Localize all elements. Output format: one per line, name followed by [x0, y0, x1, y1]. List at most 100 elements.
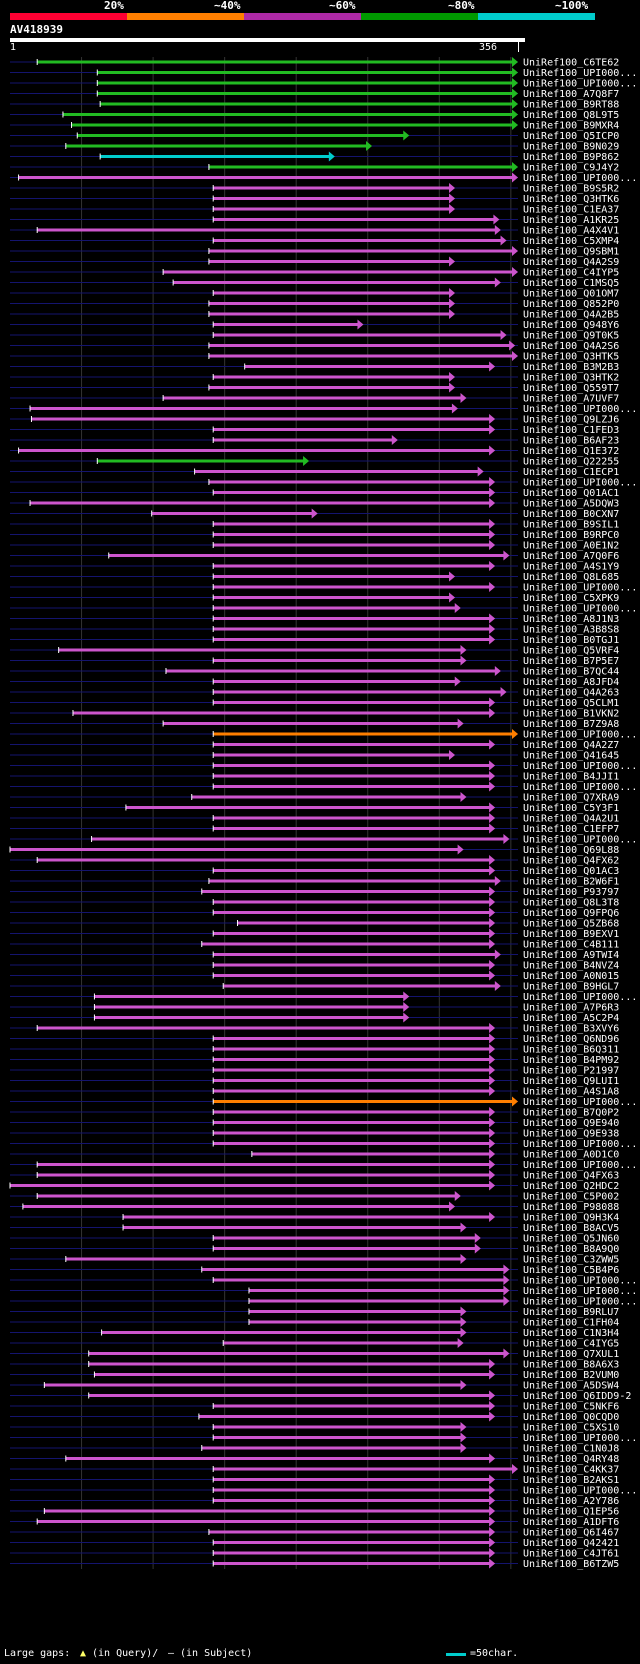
hit-label: UniRef100_Q5CLM1 — [523, 698, 619, 709]
hit-end-triangle — [460, 1443, 467, 1453]
hit-end-triangle — [460, 792, 467, 802]
hit-label: UniRef100_UPI000... — [523, 68, 637, 79]
hit-label: UniRef100_UPI000... — [523, 1276, 637, 1287]
hit-label: UniRef100_C4KK37 — [523, 1465, 619, 1476]
hit-bar — [213, 564, 491, 568]
hit-bar — [213, 207, 451, 211]
hit-end-triangle — [493, 214, 500, 225]
hit-label: UniRef100_B9N029 — [523, 142, 619, 153]
hit-label: UniRef100_Q4RY48 — [523, 1454, 619, 1465]
hit-label: UniRef100_Q9LZJ6 — [523, 415, 619, 426]
hit-bar — [37, 60, 514, 64]
hit-end-triangle — [489, 361, 496, 372]
hit-bar — [213, 690, 502, 694]
large-gaps-label: Large gaps: — [4, 1648, 71, 1659]
hit-end-triangle — [489, 802, 496, 813]
hit-bar — [213, 1404, 491, 1408]
hit-label: UniRef100_UPI000... — [523, 1297, 637, 1308]
hit-end-triangle — [489, 424, 496, 435]
hit-label: UniRef100_B1VKN2 — [523, 709, 619, 720]
in-subject-label: (in Subject) — [180, 1648, 253, 1659]
hit-end-triangle — [489, 928, 496, 939]
hit-end-triangle — [489, 477, 496, 487]
hit-label: UniRef100_Q22255 — [523, 457, 619, 468]
hit-label: UniRef100_C5P002 — [523, 1192, 619, 1203]
hit-end-triangle — [477, 466, 484, 477]
hit-end-triangle — [512, 57, 518, 67]
hit-bar — [123, 1215, 491, 1219]
hit-end-triangle — [489, 1044, 496, 1054]
hit-bar — [213, 1089, 491, 1093]
hit-bar — [223, 984, 496, 988]
hit-end-triangle — [503, 1285, 510, 1296]
hit-end-triangle — [460, 1432, 467, 1443]
hit-end-triangle — [489, 1023, 496, 1033]
hit-label: UniRef100_Q5ZB68 — [523, 919, 619, 930]
hit-end-triangle — [489, 624, 496, 634]
hit-end-triangle — [449, 193, 456, 204]
hit-label: UniRef100_C1ECP1 — [523, 467, 619, 478]
hit-end-triangle — [489, 939, 496, 949]
hit-label: UniRef100_Q559T7 — [523, 383, 619, 394]
hit-label: UniRef100_Q4A2U1 — [523, 814, 619, 825]
hit-end-triangle — [489, 1506, 496, 1516]
hit-end-triangle — [460, 1222, 467, 1233]
hit-bar — [58, 648, 462, 652]
hit-label: UniRef100_Q2HDC2 — [523, 1181, 619, 1192]
hit-label: UniRef100_B9MXR4 — [523, 121, 619, 132]
hit-bar — [213, 218, 495, 221]
hit-label: UniRef100_Q4A2Z7 — [523, 740, 619, 751]
hit-end-triangle — [494, 277, 501, 288]
hit-bar — [213, 533, 491, 536]
hit-end-triangle — [509, 340, 516, 351]
hit-label: UniRef100_Q0CQD0 — [523, 1412, 619, 1423]
hit-label: UniRef100_C4IYP5 — [523, 268, 619, 279]
hit-end-triangle — [489, 1086, 496, 1096]
hit-bar — [31, 417, 491, 421]
hit-label: UniRef100_A1KR25 — [523, 215, 619, 226]
hit-label: UniRef100_Q1EP56 — [523, 1507, 619, 1518]
hit-end-triangle — [449, 288, 456, 298]
scale-bar-label: =50char. — [470, 1648, 519, 1659]
hit-label: UniRef100_A2Y786 — [523, 1496, 619, 1507]
hit-label: UniRef100_A5C2P4 — [523, 1013, 619, 1024]
hit-label: UniRef100_B9S5R2 — [523, 184, 619, 195]
scale-segment — [361, 13, 478, 20]
hit-label: UniRef100_C1FED3 — [523, 425, 619, 436]
hit-label: UniRef100_C4JT61 — [523, 1549, 619, 1560]
hit-end-triangle — [494, 949, 501, 960]
hit-bar — [213, 1499, 491, 1502]
hit-label: UniRef100_B0CXN7 — [523, 509, 619, 520]
hit-end-triangle — [512, 109, 518, 120]
hit-label: UniRef100_Q9E938 — [523, 1129, 619, 1140]
hit-bar — [62, 113, 514, 116]
hit-bar — [213, 680, 456, 683]
hit-label: UniRef100_B7Q0P2 — [523, 1108, 619, 1119]
hit-label: UniRef100_B4NVZ4 — [523, 961, 619, 972]
hit-bar — [100, 155, 330, 158]
hit-end-triangle — [489, 1117, 496, 1128]
hit-bar — [97, 459, 305, 463]
hit-bar — [213, 1142, 491, 1145]
hit-label: UniRef100_P98088 — [523, 1202, 619, 1213]
hit-end-triangle — [503, 1264, 510, 1275]
hit-bar — [94, 995, 405, 998]
hit-bar — [213, 1037, 491, 1040]
scale-segment — [10, 13, 127, 20]
hit-end-triangle — [489, 519, 496, 529]
hit-end-triangle — [403, 991, 410, 1002]
hit-bar — [37, 1194, 456, 1198]
hit-label: UniRef100_Q6I467 — [523, 1528, 619, 1539]
hit-label: UniRef100_A7UVF7 — [523, 394, 619, 405]
hit-bar — [88, 1362, 491, 1366]
hit-label: UniRef100_Q8L9T5 — [523, 110, 619, 121]
hit-label: UniRef100_A9TWI4 — [523, 950, 619, 961]
hit-end-triangle — [512, 67, 518, 78]
hit-label: UniRef100_B2W6F1 — [523, 877, 619, 888]
hit-bar — [213, 953, 496, 956]
hit-end-triangle — [449, 256, 456, 267]
hit-bar — [213, 1110, 491, 1114]
hit-bar — [213, 617, 491, 620]
hit-label: UniRef100_A4S1A8 — [523, 1087, 619, 1098]
hit-label: UniRef100_C1N0J8 — [523, 1444, 619, 1455]
